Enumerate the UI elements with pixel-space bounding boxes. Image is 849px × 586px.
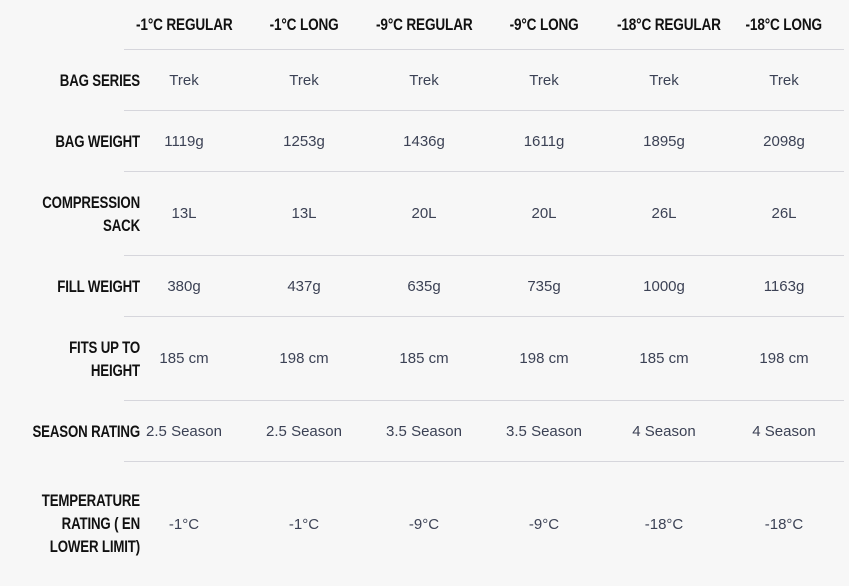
table-cell: 2.5 Season — [124, 400, 244, 462]
column-header: -1°C REGULAR — [136, 14, 233, 34]
table-cell: 3.5 Season — [484, 400, 604, 462]
table-row: COMPRESSION SACK 13L 13L 20L 20L 26L 26L — [0, 171, 844, 256]
table-cell: 1253g — [244, 110, 364, 172]
table-cell: 13L — [124, 171, 244, 256]
table-cell: 13L — [244, 171, 364, 256]
table-cell: 20L — [484, 171, 604, 256]
table-cell: 198 cm — [724, 316, 844, 401]
table-cell: 20L — [364, 171, 484, 256]
table-cell: Trek — [604, 49, 724, 111]
table-cell: 635g — [364, 255, 484, 317]
row-label: FITS UP TO HEIGHT — [69, 337, 140, 380]
table-cell: 4 Season — [724, 400, 844, 462]
table-cell: -9°C — [484, 461, 604, 586]
table-cell: 3.5 Season — [364, 400, 484, 462]
table-cell: 1895g — [604, 110, 724, 172]
table-cell: 198 cm — [244, 316, 364, 401]
table-cell: 4 Season — [604, 400, 724, 462]
row-label: COMPRESSION SACK — [42, 192, 140, 235]
table-cell: Trek — [364, 49, 484, 111]
table-cell: 185 cm — [604, 316, 724, 401]
table-cell: 26L — [724, 171, 844, 256]
table-cell: 2.5 Season — [244, 400, 364, 462]
table-cell: -18°C — [604, 461, 724, 586]
table-row: BAG WEIGHT 1119g 1253g 1436g 1611g 1895g 2098g — [0, 110, 844, 172]
table-cell: -9°C — [364, 461, 484, 586]
table-row: BAG SERIES Trek Trek Trek Trek Trek Trek — [0, 49, 844, 111]
table-cell: 185 cm — [364, 316, 484, 401]
row-label: FILL WEIGHT — [57, 276, 140, 296]
table-cell: -1°C — [124, 461, 244, 586]
table-cell: 1119g — [124, 110, 244, 172]
row-label: TEMPERATURE RATING ( EN LOWER LIMIT) — [41, 491, 140, 557]
table-row: FITS UP TO HEIGHT 185 cm 198 cm 185 cm 198 c… — [0, 316, 844, 401]
row-label: BAG WEIGHT — [55, 131, 140, 151]
column-header: -18°C REGULAR — [616, 14, 721, 34]
table-cell: Trek — [244, 49, 364, 111]
table-cell: 380g — [124, 255, 244, 317]
table-cell: 198 cm — [484, 316, 604, 401]
table-cell: 1000g — [604, 255, 724, 317]
table-row: SEASON RATING 2.5 Season 2.5 Season 3.5 Sea… — [0, 400, 844, 462]
table-cell: 1163g — [724, 255, 844, 317]
header-row: -1°C REGULAR -1°C LONG -9°C REGULAR -9°C… — [0, 0, 844, 50]
table-row: TEMPERATURE RATING ( EN LOWER LIMIT) -1°C… — [0, 461, 844, 586]
table-cell: Trek — [124, 49, 244, 111]
row-label: SEASON RATING — [32, 421, 140, 441]
table-cell: 437g — [244, 255, 364, 317]
column-header: -9°C LONG — [509, 14, 579, 34]
table-cell: 1436g — [364, 110, 484, 172]
table-cell: 2098g — [724, 110, 844, 172]
column-header: -1°C LONG — [269, 14, 339, 34]
table-cell: 185 cm — [124, 316, 244, 401]
table-cell: 26L — [604, 171, 724, 256]
table-cell: 1611g — [484, 110, 604, 172]
table-cell: -1°C — [244, 461, 364, 586]
table-cell: Trek — [484, 49, 604, 111]
header-corner — [0, 0, 124, 50]
table-row: FILL WEIGHT 380g 437g 635g 735g 1000g 1163g — [0, 255, 844, 317]
column-header: -18°C LONG — [745, 14, 823, 34]
column-header: -9°C REGULAR — [376, 14, 473, 34]
table-cell: 735g — [484, 255, 604, 317]
row-label: BAG SERIES — [59, 70, 140, 90]
table-cell: -18°C — [724, 461, 844, 586]
table-cell: Trek — [724, 49, 844, 111]
